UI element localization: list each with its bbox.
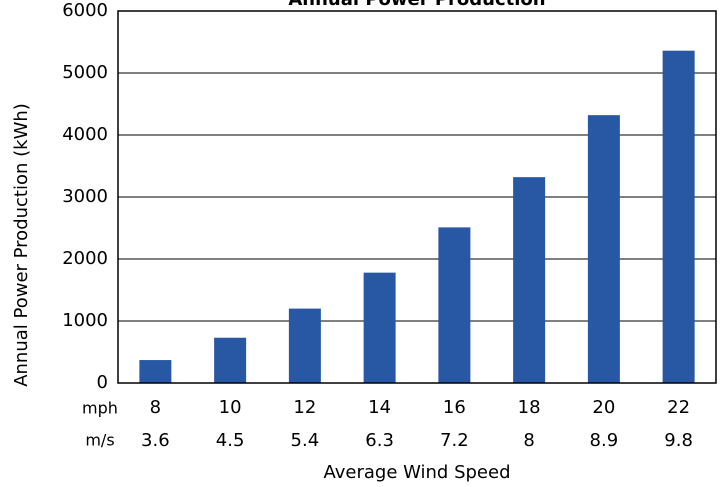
x-secondary-label: 6.3 xyxy=(365,430,394,451)
bar xyxy=(214,337,247,383)
x-tick-label: 14 xyxy=(368,397,391,418)
bar xyxy=(438,227,471,383)
x-secondary-label: 5.4 xyxy=(291,430,320,451)
y-tick-label: 5000 xyxy=(62,62,108,83)
bar xyxy=(662,50,695,384)
plot-frame xyxy=(117,10,717,384)
secondary-unit: m/s xyxy=(85,431,114,450)
category-unit: mph xyxy=(82,399,118,418)
bar xyxy=(139,360,172,383)
x-tick-label: 16 xyxy=(443,397,466,418)
y-tick-label: 2000 xyxy=(62,248,108,269)
y-tick-label: 6000 xyxy=(62,0,108,21)
x-tick-label: 20 xyxy=(592,397,615,418)
y-tick-label: 0 xyxy=(97,372,108,393)
y-axis-label: Annual Power Production (kWh) xyxy=(11,103,32,387)
x-secondary-label: 9.8 xyxy=(664,430,693,451)
y-tick-label: 1000 xyxy=(62,310,108,331)
x-secondary-label: 8.9 xyxy=(590,430,619,451)
x-axis-label: Average Wind Speed xyxy=(323,462,510,483)
x-tick-label: 12 xyxy=(293,397,316,418)
bar xyxy=(363,272,396,383)
x-secondary-label: 4.5 xyxy=(216,430,245,451)
x-secondary-label: 7.2 xyxy=(440,430,469,451)
bar xyxy=(288,308,321,383)
x-tick-label: 10 xyxy=(219,397,242,418)
x-secondary-label: 8 xyxy=(523,430,534,451)
x-tick-label: 22 xyxy=(667,397,690,418)
y-tick-label: 3000 xyxy=(62,186,108,207)
x-secondary-label: 3.6 xyxy=(141,430,170,451)
y-tick-label: 4000 xyxy=(62,124,108,145)
chart-title: Annual Power Production xyxy=(288,0,545,10)
x-tick-label: 8 xyxy=(150,397,161,418)
x-tick-label: 18 xyxy=(518,397,541,418)
bar xyxy=(587,115,620,383)
bar xyxy=(513,177,546,383)
